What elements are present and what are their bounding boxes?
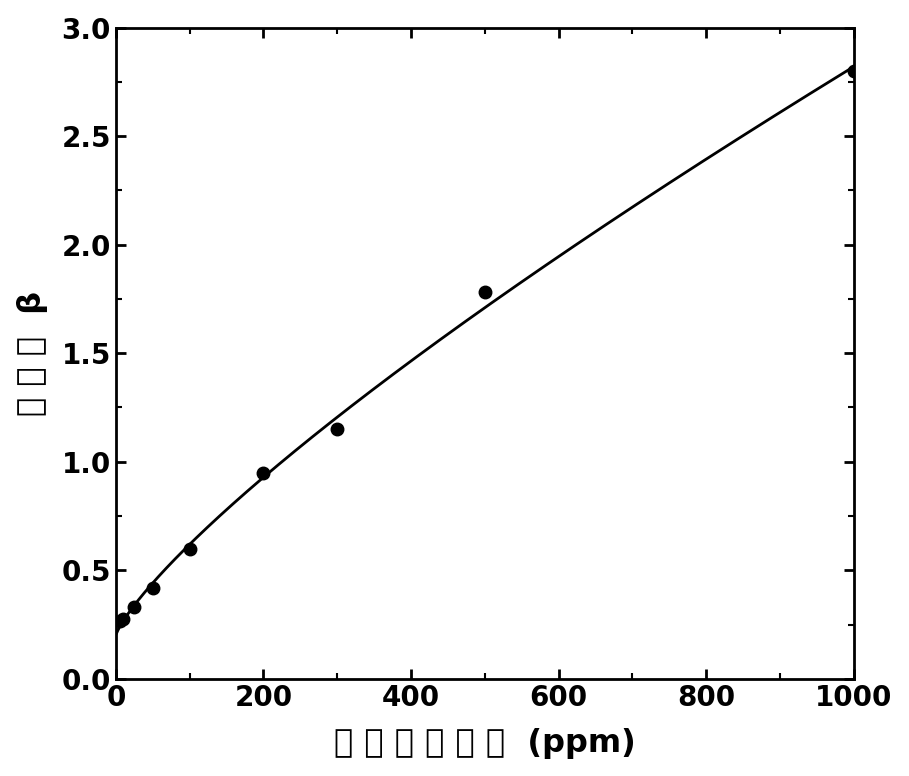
Y-axis label: 灵 敏 度  β: 灵 敏 度 β xyxy=(16,291,47,416)
X-axis label: 甲 烧 气 体 浓 度  (ppm): 甲 烧 气 体 浓 度 (ppm) xyxy=(334,729,635,760)
